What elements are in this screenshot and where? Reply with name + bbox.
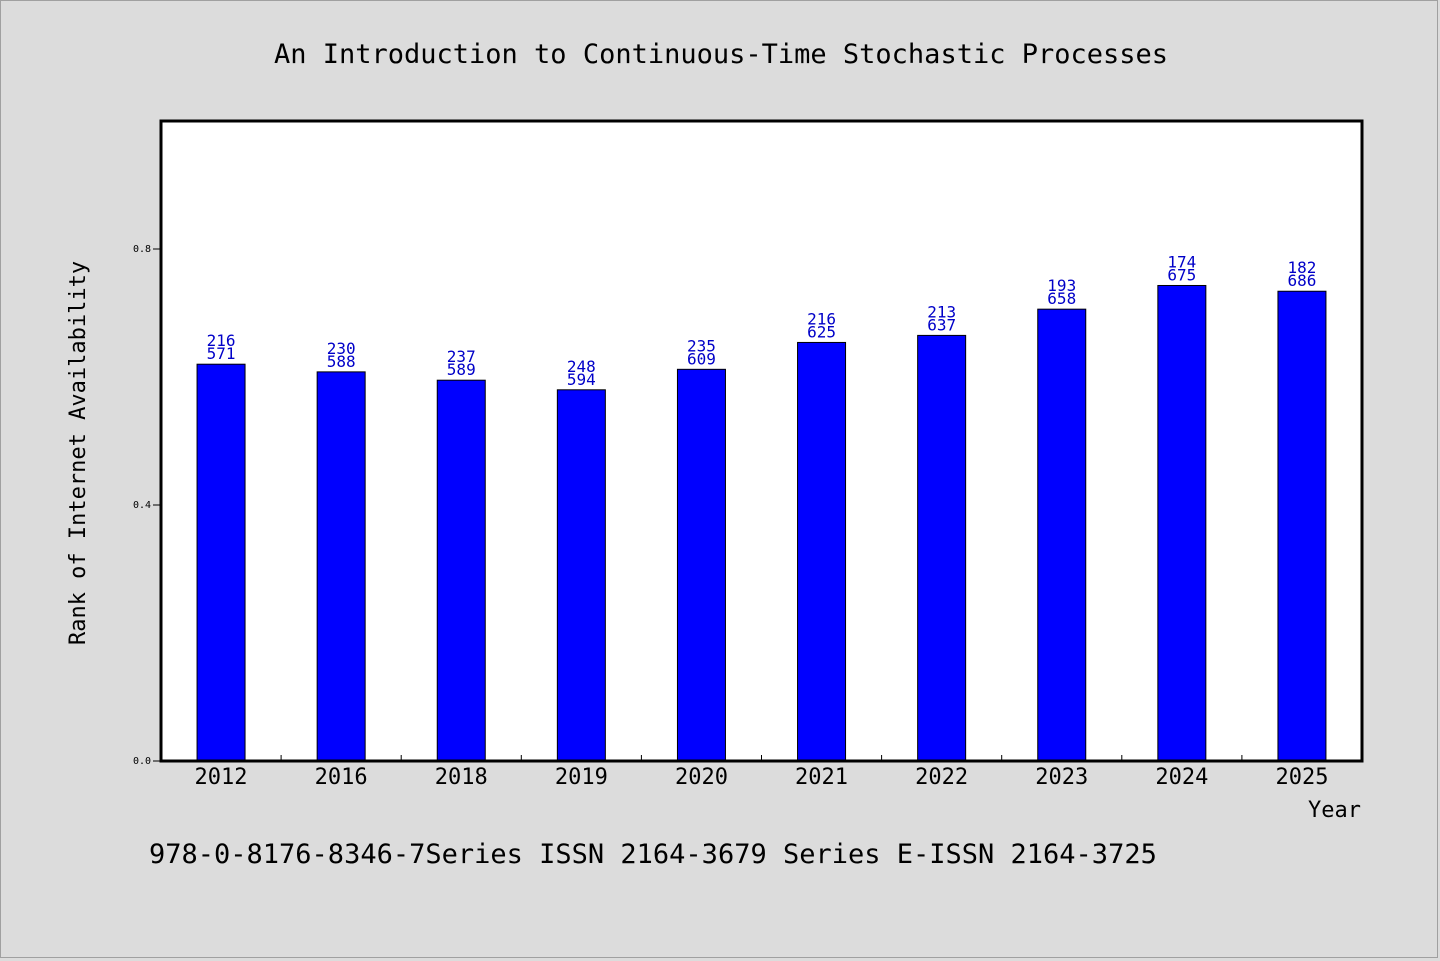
bar-2020 — [676, 368, 726, 762]
x-tick-label-2025: 2025 — [1275, 765, 1328, 790]
bar-label-top-2024: 174 — [1167, 252, 1196, 271]
bar-2019 — [556, 389, 606, 762]
bar-label-top-2019: 248 — [567, 357, 596, 376]
bar-label-bottom-2016: 588 — [327, 352, 356, 371]
bar-2018 — [436, 379, 486, 762]
x-tick-label-2021: 2021 — [795, 765, 848, 790]
bar-label-bottom-2019: 594 — [567, 370, 596, 389]
bar-label-top-2016: 230 — [327, 339, 356, 358]
x-axis-label: Year — [1308, 798, 1361, 823]
plot-border — [159, 119, 1364, 763]
isbn-issn-footer: 978-0-8176-8346-7Series ISSN 2164-3679 S… — [149, 839, 1157, 870]
bar-2022 — [917, 334, 967, 762]
bars-group — [196, 284, 1327, 762]
bar-label-top-2025: 182 — [1287, 258, 1316, 277]
bar-2024 — [1157, 284, 1207, 762]
x-tick-label-2023: 2023 — [1035, 765, 1088, 790]
bar-label-bottom-2020: 609 — [687, 349, 716, 368]
bar-label-top-2018: 237 — [447, 347, 476, 366]
bar-2012 — [196, 363, 246, 762]
y-axis-label: Rank of Internet Availability — [66, 261, 91, 645]
x-tick-label-2022: 2022 — [915, 765, 968, 790]
x-tick-label-2019: 2019 — [555, 765, 608, 790]
bar-label-top-2022: 213 — [927, 302, 956, 321]
bar-label-bottom-2012: 571 — [207, 344, 236, 363]
x-tick-label-2012: 2012 — [195, 765, 248, 790]
bar-2025 — [1277, 290, 1327, 762]
y-tick-label: 0.0 — [133, 756, 151, 767]
bar-2021 — [797, 341, 847, 762]
bar-label-bottom-2024: 675 — [1167, 265, 1196, 284]
y-tick-label: 0.8 — [133, 244, 151, 255]
chart-title: An Introduction to Continuous-Time Stoch… — [274, 39, 1168, 70]
x-tick-label-2020: 2020 — [675, 765, 728, 790]
y-ticks-group: 0.0 0.4 0.8 — [133, 244, 161, 767]
bar-label-top-2020: 235 — [687, 336, 716, 355]
bar-label-bottom-2022: 637 — [927, 315, 956, 334]
bar-2023 — [1037, 308, 1087, 762]
bar-2016 — [316, 371, 366, 762]
bar-label-bottom-2021: 625 — [807, 322, 836, 341]
x-ticks-group: 2012 2016 2018 2019 2020 2021 2022 2023 2024 2025 — [195, 755, 1328, 790]
bar-label-bottom-2023: 658 — [1047, 289, 1076, 308]
y-tick-label: 0.4 — [133, 500, 151, 511]
x-tick-label-2016: 2016 — [315, 765, 368, 790]
bar-label-top-2021: 216 — [807, 309, 836, 328]
bar-label-bottom-2025: 686 — [1287, 271, 1316, 290]
bar-label-top-2023: 193 — [1047, 276, 1076, 295]
bar-label-top-2012: 216 — [207, 331, 236, 350]
bar-label-bottom-2018: 589 — [447, 360, 476, 379]
x-tick-label-2018: 2018 — [435, 765, 488, 790]
x-tick-label-2024: 2024 — [1155, 765, 1208, 790]
